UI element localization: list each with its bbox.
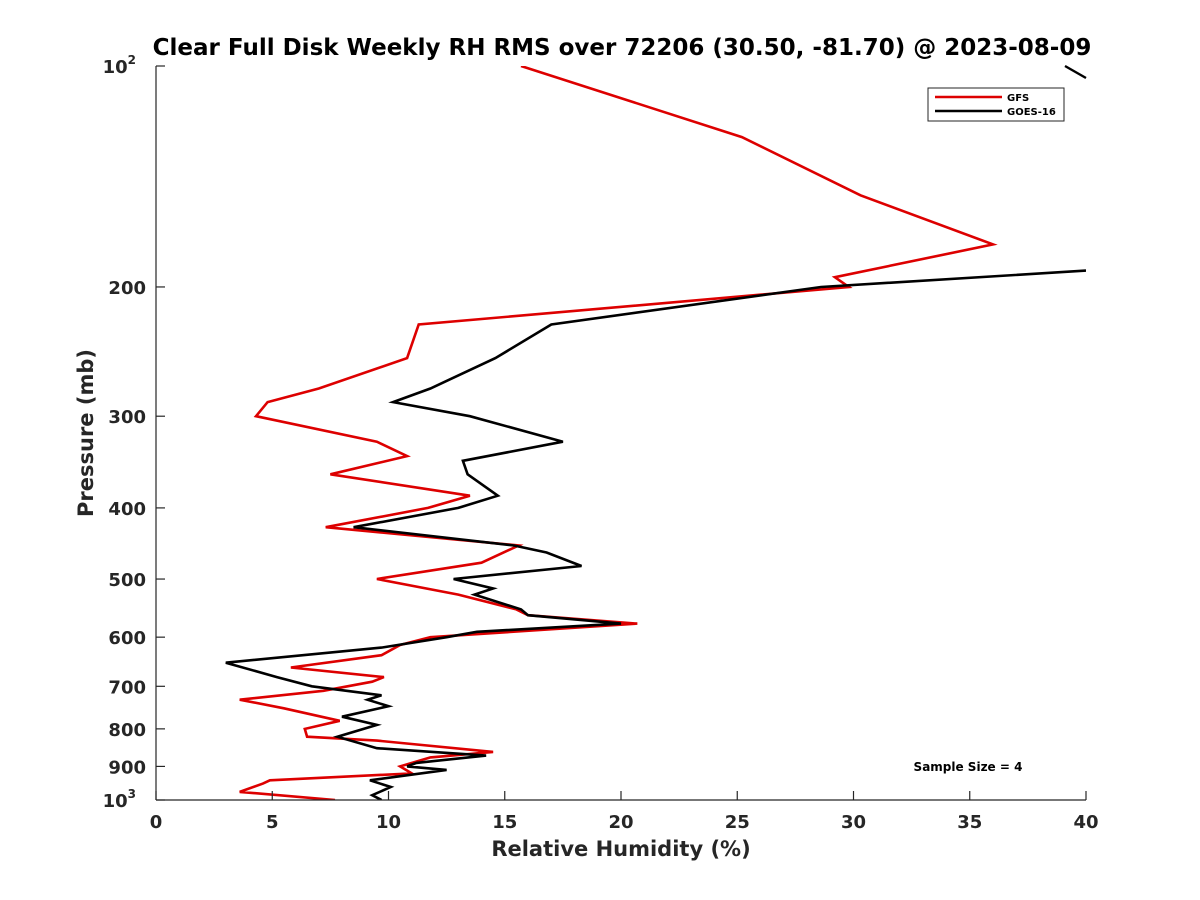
y-tick-label: 103 [103, 787, 136, 812]
y-axis-label: Pressure (mb) [74, 349, 98, 517]
y-tick-label: 500 [108, 570, 146, 591]
y-tick-label: 200 [108, 278, 146, 299]
x-tick-label: 10 [376, 812, 401, 833]
y-tick-label: 300 [108, 407, 146, 428]
y-tick-label: 700 [108, 677, 146, 698]
y-tick-label: 900 [108, 757, 146, 778]
x-tick-label: 20 [608, 812, 633, 833]
y-ticks: 102 200 300 400 500 600 700 800 900 103 [103, 53, 165, 812]
legend: GFS GOES-16 [927, 87, 1065, 122]
legend-label-goes16: GOES-16 [1007, 107, 1056, 118]
x-tick-label: 25 [725, 812, 750, 833]
chart-title: Clear Full Disk Weekly RH RMS over 72206… [153, 35, 1092, 61]
x-tick-label: 40 [1073, 812, 1098, 833]
x-tick-label: 35 [957, 812, 982, 833]
legend-label-gfs: GFS [1007, 93, 1029, 104]
legend-box [927, 87, 1065, 122]
x-axis-label: Relative Humidity (%) [491, 837, 750, 861]
y-tick-label: 600 [108, 628, 146, 649]
sample-size-annotation: Sample Size = 4 [914, 760, 1023, 774]
x-tick-label: 30 [841, 812, 866, 833]
x-ticks: 0 5 10 15 20 25 30 35 40 [150, 791, 1099, 833]
x-tick-label: 15 [492, 812, 517, 833]
series-layer [225, 66, 1086, 800]
y-tick-label: 102 [103, 53, 136, 78]
x-tick-label: 5 [266, 812, 279, 833]
series-line-goes16-top-clip [1064, 64, 1087, 80]
x-tick-label: 0 [150, 812, 163, 833]
series-line-goes16 [225, 269, 1086, 800]
y-tick-label: 400 [108, 499, 146, 520]
y-tick-label: 800 [108, 720, 146, 741]
